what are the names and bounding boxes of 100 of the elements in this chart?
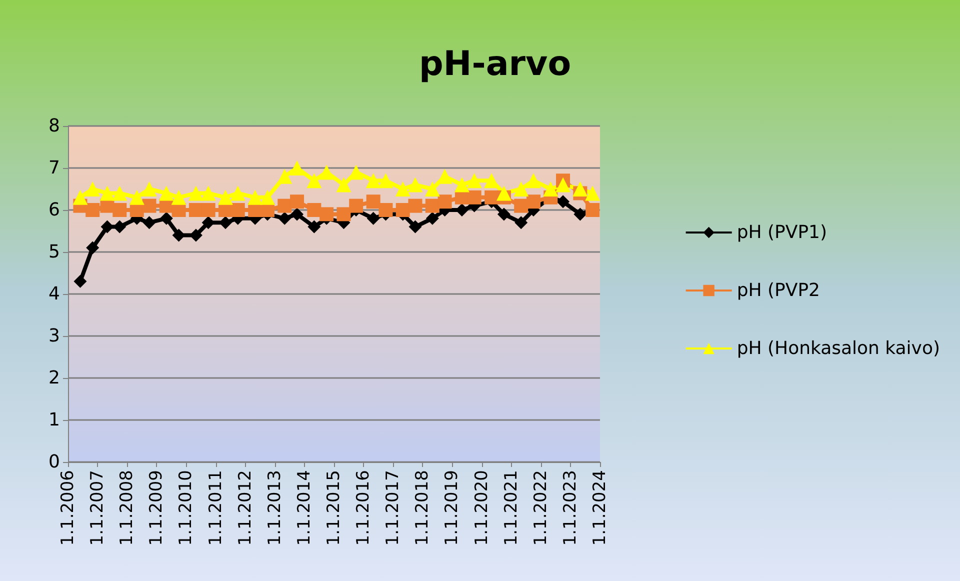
point bbox=[424, 182, 440, 196]
x-tick-label: 1.1.2014 bbox=[294, 470, 314, 546]
x-tick-label: 1.1.2022 bbox=[530, 470, 551, 546]
point bbox=[395, 182, 410, 196]
point bbox=[129, 190, 144, 205]
point bbox=[408, 220, 422, 234]
x-tick-label: 1.1.2008 bbox=[117, 470, 138, 546]
point bbox=[100, 186, 115, 201]
point bbox=[85, 182, 100, 196]
point bbox=[306, 173, 322, 188]
y-tick-label: 2 bbox=[48, 368, 60, 388]
point bbox=[277, 168, 292, 184]
point bbox=[497, 208, 510, 221]
point bbox=[320, 207, 334, 222]
point bbox=[278, 212, 292, 225]
point bbox=[336, 207, 351, 222]
point bbox=[543, 182, 558, 196]
point bbox=[201, 203, 216, 217]
x-tick-label: 1.1.2018 bbox=[412, 470, 433, 546]
point bbox=[113, 220, 126, 234]
x-tick-label: 1.1.2007 bbox=[88, 470, 108, 546]
x-tick-label: 1.1.2012 bbox=[235, 470, 256, 546]
point bbox=[230, 203, 245, 217]
point bbox=[349, 198, 364, 213]
point bbox=[308, 220, 321, 234]
point bbox=[574, 208, 587, 221]
y-tick-label: 5 bbox=[48, 242, 60, 262]
point bbox=[290, 160, 305, 176]
x-tick-label: 1.1.2023 bbox=[560, 470, 580, 546]
point bbox=[319, 164, 334, 180]
y-tick-label: 6 bbox=[48, 200, 60, 220]
x-tick-label: 1.1.2015 bbox=[324, 470, 344, 546]
point bbox=[260, 190, 275, 205]
point bbox=[142, 182, 157, 196]
point bbox=[290, 208, 304, 221]
x-tick-label: 1.1.2006 bbox=[58, 470, 78, 546]
point bbox=[278, 198, 292, 213]
x-tick-label: 1.1.2017 bbox=[383, 470, 404, 546]
point bbox=[526, 194, 540, 209]
point bbox=[426, 212, 439, 225]
chart-title: pH-arvo bbox=[418, 44, 572, 84]
point bbox=[158, 186, 174, 201]
point bbox=[496, 186, 512, 201]
point bbox=[514, 182, 529, 196]
point bbox=[86, 203, 100, 217]
x-tick-label: 1.1.2021 bbox=[501, 470, 522, 546]
point bbox=[556, 195, 570, 208]
x-tick-label: 1.1.2024 bbox=[590, 470, 610, 546]
point bbox=[378, 203, 393, 217]
point bbox=[230, 186, 246, 201]
point bbox=[378, 173, 394, 188]
point bbox=[188, 186, 204, 201]
point bbox=[86, 241, 100, 254]
point bbox=[336, 177, 352, 192]
legend-label: pH (PVP2 bbox=[736, 280, 820, 301]
point bbox=[454, 177, 470, 192]
point bbox=[112, 203, 127, 217]
point bbox=[366, 212, 380, 225]
x-tick-label: 1.1.2009 bbox=[146, 470, 167, 546]
point bbox=[366, 194, 380, 209]
point bbox=[218, 216, 232, 230]
point bbox=[290, 194, 304, 209]
point bbox=[100, 220, 114, 234]
point bbox=[248, 190, 263, 205]
point bbox=[572, 182, 588, 196]
x-tick-label: 1.1.2019 bbox=[442, 470, 462, 546]
point bbox=[585, 186, 600, 201]
legend-label: pH (Honkasalon kaivo) bbox=[736, 338, 940, 359]
point bbox=[514, 198, 528, 213]
point bbox=[366, 173, 381, 188]
legend-label: pH (PVP1) bbox=[736, 222, 828, 243]
point bbox=[466, 173, 482, 188]
point bbox=[142, 216, 156, 230]
x-tick-label: 1.1.2013 bbox=[264, 470, 285, 546]
point bbox=[218, 190, 233, 205]
y-tick-label: 8 bbox=[48, 116, 60, 136]
x-tick-label: 1.1.2011 bbox=[206, 470, 226, 546]
point bbox=[202, 216, 215, 230]
y-tick-label: 1 bbox=[48, 410, 60, 430]
point bbox=[160, 212, 173, 225]
point bbox=[425, 198, 440, 213]
point bbox=[526, 173, 541, 188]
y-tick-label: 7 bbox=[48, 158, 60, 178]
point bbox=[74, 274, 87, 288]
point bbox=[408, 198, 422, 213]
x-tick-label: 1.1.2020 bbox=[472, 470, 492, 546]
point bbox=[438, 194, 452, 209]
y-tick-label: 0 bbox=[48, 452, 60, 472]
y-tick-label: 4 bbox=[48, 284, 60, 304]
point bbox=[172, 228, 186, 242]
point bbox=[408, 177, 423, 192]
point bbox=[189, 228, 202, 242]
point bbox=[200, 186, 216, 201]
point bbox=[112, 186, 128, 201]
point bbox=[556, 177, 571, 192]
point bbox=[514, 216, 528, 230]
point bbox=[307, 203, 322, 217]
point bbox=[72, 190, 88, 205]
point bbox=[171, 190, 186, 205]
y-tick-label: 3 bbox=[48, 326, 60, 346]
